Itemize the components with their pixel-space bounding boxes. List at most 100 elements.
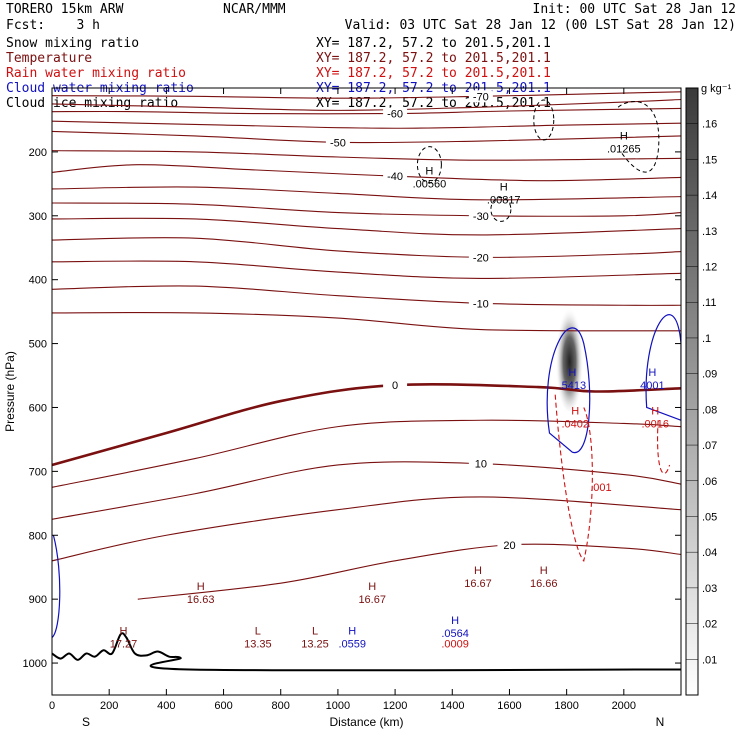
- extremum-value-label: .00560: [413, 179, 447, 191]
- rain-contour: [657, 420, 671, 474]
- extremum-type-label: H: [500, 182, 508, 194]
- extremum-value-label: .5413: [559, 380, 587, 392]
- colorbar-label: .16: [702, 119, 717, 131]
- snow-shading: [555, 301, 584, 412]
- colorbar-label: .12: [702, 262, 717, 274]
- y-tick-label: 900: [29, 594, 47, 606]
- y-tick-label: 500: [29, 339, 47, 351]
- extremum-type-label: H: [651, 405, 659, 417]
- extremum-value-label: 13.35: [244, 639, 272, 651]
- colorbar-label: .15: [702, 154, 717, 166]
- y-tick-label: 200: [29, 147, 47, 159]
- colorbar-label: .04: [702, 547, 717, 559]
- isotherm-label: -70: [473, 91, 489, 103]
- extremum-type-label: H: [648, 367, 656, 379]
- extremum-type-label: H: [571, 405, 579, 417]
- isotherm-label: -30: [473, 211, 489, 223]
- extremum-value-label: .0564: [441, 628, 469, 640]
- colorbar-label: .09: [702, 369, 717, 381]
- isotherm-label: -50: [330, 137, 346, 149]
- extremum-type-label: H: [368, 581, 376, 593]
- extremum-type-label: L: [255, 626, 261, 638]
- isotherm-label-bg: [383, 170, 408, 183]
- isotherm-line: [52, 217, 681, 236]
- y-axis-label: Pressure (hPa): [3, 351, 17, 432]
- colorbar-bar: [685, 87, 699, 696]
- extremum-value-label: 16.63: [187, 594, 215, 606]
- extremum-value-label: 16.67: [358, 594, 386, 606]
- x-tick-label: 0: [49, 700, 55, 712]
- isotherm-label-bg: [468, 457, 493, 470]
- terrain-line: [52, 632, 681, 672]
- colorbar: .01 .02 .03 .04 .05 .06 .07 .08 .09 .1 .11 .12 .13 .1…: [685, 83, 732, 696]
- isotherm-label-bg: [383, 107, 408, 120]
- extremum-type-label: H: [540, 565, 548, 577]
- x-tick-label: 800: [272, 700, 290, 712]
- x-tick-label: 1600: [497, 700, 521, 712]
- legend-label: Snow mixing ratio: [6, 36, 140, 51]
- extremum-type-label: H: [197, 581, 205, 593]
- colorbar-label: .03: [702, 583, 717, 595]
- extremum-type-label: L: [312, 626, 318, 638]
- colorbar-label: .07: [702, 440, 717, 452]
- y-tick-label: 300: [29, 211, 47, 223]
- x-tick-label: 1800: [554, 700, 578, 712]
- isotherm-label-bg: [383, 379, 408, 392]
- extremum-type-label: H: [474, 565, 482, 577]
- y-tick-label: 800: [29, 530, 47, 542]
- isotherm-line: [52, 98, 681, 111]
- x-axis-label: Distance (km): [329, 715, 403, 729]
- isotherm-label: 20: [503, 540, 515, 552]
- x-tick-label: 600: [214, 700, 232, 712]
- extremum-value-label: 16.67: [464, 578, 492, 590]
- isotherm-label: -20: [473, 252, 489, 264]
- isotherm-line: [52, 130, 681, 144]
- x-tick-label: 200: [100, 700, 118, 712]
- isotherm-line: [52, 496, 681, 562]
- y-tick-label: 600: [29, 402, 47, 414]
- endpoint-right-label: N: [656, 715, 665, 729]
- isotherm-line: [52, 91, 681, 99]
- isotherm-line: [52, 285, 681, 306]
- isotherm-line: [52, 164, 681, 182]
- colorbar-label: .06: [702, 476, 717, 488]
- isotherm-label-bg: [325, 136, 350, 149]
- cloud-ice-contour: [416, 146, 442, 184]
- isotherm-line: [52, 120, 681, 129]
- isotherm-label: -10: [473, 298, 489, 310]
- isotherm-label: 10: [475, 459, 487, 471]
- x-tick-label: 1200: [383, 700, 407, 712]
- isotherm-line: [52, 311, 681, 332]
- isotherm-line: [52, 202, 681, 217]
- extremum-value-label: 17.27: [110, 639, 138, 651]
- legend-label: Temperature: [6, 51, 93, 66]
- header-model: TORERO 15km ARW: [6, 2, 124, 17]
- extremum-type-label: H: [348, 626, 356, 638]
- extremum-value-label: 4001: [640, 380, 664, 392]
- y-tick-label: 1000: [23, 658, 47, 670]
- extremum-value-label: 16.66: [530, 578, 558, 590]
- legend-xy: XY= 187.2, 57.2 to 201.5,201.1: [316, 36, 551, 51]
- isotherm-line: [52, 260, 681, 279]
- extremum-value-label: .00817: [487, 195, 521, 207]
- extremum-value-label: .001: [590, 482, 611, 494]
- x-tick-label: 400: [157, 700, 175, 712]
- header-valid: Valid: 03 UTC Sat 28 Jan 12 (00 LST Sat …: [344, 18, 736, 33]
- colorbar-label: .01: [702, 654, 717, 666]
- x-tick-label: 1400: [440, 700, 464, 712]
- extremum-type-label: H: [568, 367, 576, 379]
- header-center: NCAR/MMM: [223, 2, 286, 17]
- colorbar-label: .1: [702, 333, 711, 345]
- y-tick-label: 400: [29, 275, 47, 287]
- cloud-water-contour: [546, 327, 591, 453]
- legend-xy: XY= 187.2, 57.2 to 201.5,201.1: [316, 51, 551, 66]
- extremum-value-label: 13.25: [301, 639, 329, 651]
- isotherm-label-bg: [497, 538, 522, 551]
- colorbar-label: .08: [702, 404, 717, 416]
- isotherm-label-bg: [468, 209, 493, 222]
- colorbar-label: .05: [702, 511, 717, 523]
- colorbar-label: .14: [702, 190, 717, 202]
- rain-contour: [554, 394, 593, 562]
- isotherm-label-bg: [468, 90, 493, 103]
